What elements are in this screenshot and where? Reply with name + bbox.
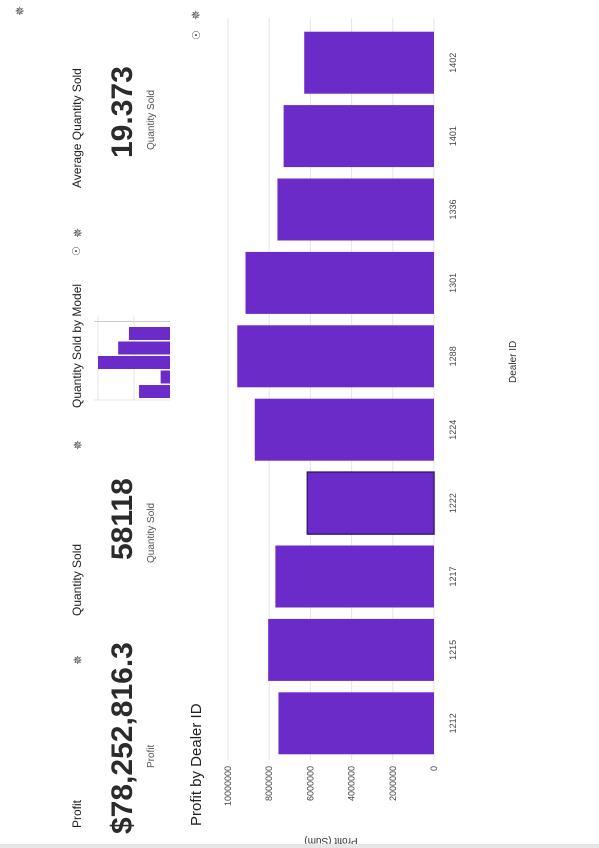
model-chart-title: Quantity Sold by Model — [70, 283, 84, 408]
dealer-chart-xtick-label: 1222 — [448, 493, 458, 513]
dealer-chart-bar[interactable] — [268, 618, 434, 681]
profit-value: $78,252,816.3 — [106, 642, 139, 834]
dealer-chart-xtick-label: 1402 — [448, 53, 458, 73]
dealer-chart-bar[interactable] — [306, 471, 435, 535]
model-chart-bar[interactable] — [98, 356, 170, 369]
dealer-chart-bar[interactable] — [283, 105, 435, 168]
quantity-sold-value: 58118 — [106, 478, 139, 560]
dealer-chart-ytick-label: 2000000 — [388, 766, 398, 801]
dealer-chart-xtick-label: 1301 — [448, 273, 458, 293]
dealer-chart-bar[interactable] — [277, 178, 434, 241]
dealer-chart-xlabel: Dealer ID — [508, 340, 519, 383]
dealer-chart: 0 2000000 4000000 6000000 8000000 10000000 121… — [223, 18, 458, 846]
quantity-sold-gear-icon[interactable] — [72, 440, 84, 450]
model-chart — [94, 315, 170, 401]
dealer-chart-bar[interactable] — [254, 398, 434, 461]
dealer-chart-bar[interactable] — [304, 31, 434, 94]
avg-quantity-gear-icon[interactable] — [14, 6, 26, 16]
dealer-chart-xtick-label: 1224 — [448, 420, 458, 440]
model-chart-lightbulb-icon[interactable] — [72, 246, 83, 256]
dealer-chart-ytick-label: 0 — [429, 766, 439, 771]
dealer-chart-ytick-label: 8000000 — [264, 766, 274, 801]
dealer-chart-bar[interactable] — [278, 692, 434, 755]
model-chart-bar[interactable] — [118, 341, 170, 355]
dealer-chart-lightbulb-icon[interactable] — [192, 30, 203, 40]
model-chart-bar[interactable] — [139, 385, 170, 398]
dealer-chart-xtick-label: 1401 — [448, 126, 458, 146]
model-chart-bar[interactable] — [160, 370, 170, 384]
dealer-chart-gear-icon[interactable] — [190, 10, 202, 20]
avg-quantity-card-title: Average Quantity Sold — [70, 68, 84, 188]
dealer-chart-ytick-label: 10000000 — [223, 766, 233, 806]
model-chart-gear-icon[interactable] — [72, 228, 84, 238]
dealer-chart-ytick-label: 6000000 — [305, 766, 315, 801]
dealer-chart-xtick-label: 1212 — [448, 713, 458, 733]
dealer-chart-xtick-label: 1215 — [448, 640, 458, 660]
dealer-chart-xtick-label: 1217 — [448, 566, 458, 586]
avg-quantity-subtitle: Quantity Sold — [146, 89, 157, 150]
avg-quantity-value: 19.373 — [106, 66, 139, 158]
quantity-sold-subtitle: Quantity Sold — [146, 502, 157, 563]
quantity-sold-card-title: Quantity Sold — [70, 543, 84, 616]
model-chart-bar[interactable] — [128, 327, 170, 340]
dealer-chart-bar[interactable] — [237, 325, 434, 388]
dealer-chart-bar[interactable] — [245, 251, 435, 314]
dealer-chart-ylabel: Profit (Sum) — [304, 835, 357, 846]
profit-card-title: Profit — [70, 799, 84, 828]
dealer-chart-xtick-label: 1288 — [448, 346, 458, 366]
dealer-chart-ytick-label: 4000000 — [347, 766, 357, 801]
profit-subtitle: Profit — [146, 744, 157, 768]
dealer-chart-title: Profit by Dealer ID — [188, 703, 205, 826]
profit-gear-icon[interactable] — [72, 655, 84, 665]
bottom-divider — [0, 844, 599, 848]
dealer-chart-bar[interactable] — [275, 545, 434, 608]
dealer-chart-xtick-label: 1336 — [448, 199, 458, 219]
